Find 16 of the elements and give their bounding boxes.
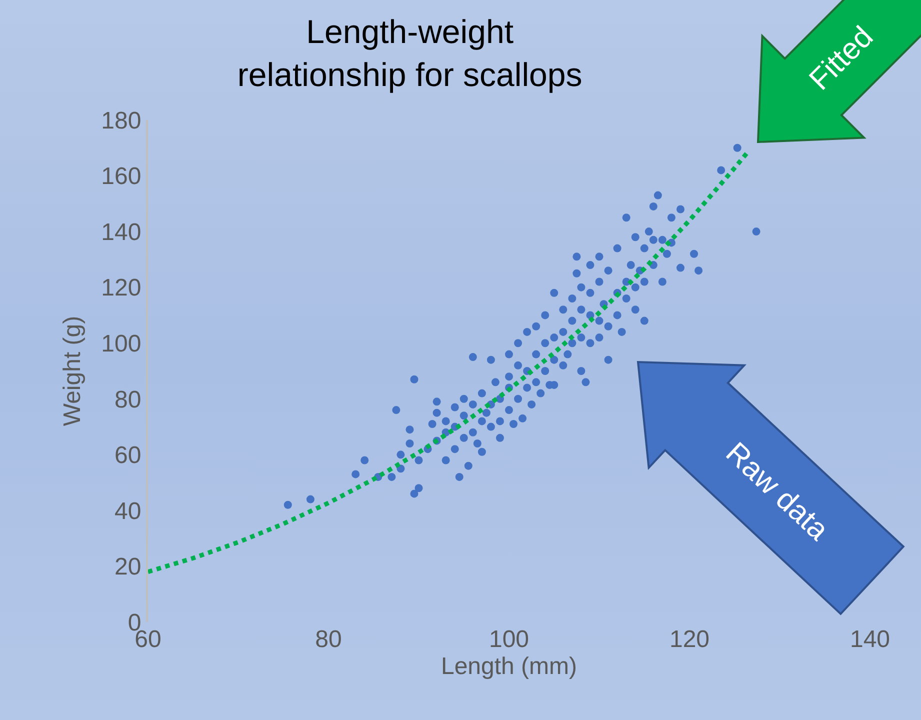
x-tick-label: 140 [850, 626, 890, 653]
y-tick-label: 140 [101, 218, 142, 246]
x-tick-label: 120 [669, 626, 710, 653]
x-axis-title: Length (mm) [440, 653, 578, 680]
y-axis-title: Weight (g) [58, 316, 86, 426]
y-tick-label: 100 [101, 330, 142, 358]
x-tick-label: 80 [315, 626, 342, 653]
chart-title: Length-weight relationship for scallops [237, 13, 582, 94]
y-tick-label: 60 [114, 442, 142, 470]
y-tick-label: 120 [101, 274, 142, 302]
y-tick-label: 80 [114, 386, 142, 414]
y-tick-label: 180 [101, 107, 142, 134]
y-tick-label: 160 [101, 163, 142, 190]
y-tick-label: 20 [114, 554, 142, 581]
x-tick-label: 100 [488, 626, 530, 653]
y-tick-label: 40 [114, 498, 142, 525]
